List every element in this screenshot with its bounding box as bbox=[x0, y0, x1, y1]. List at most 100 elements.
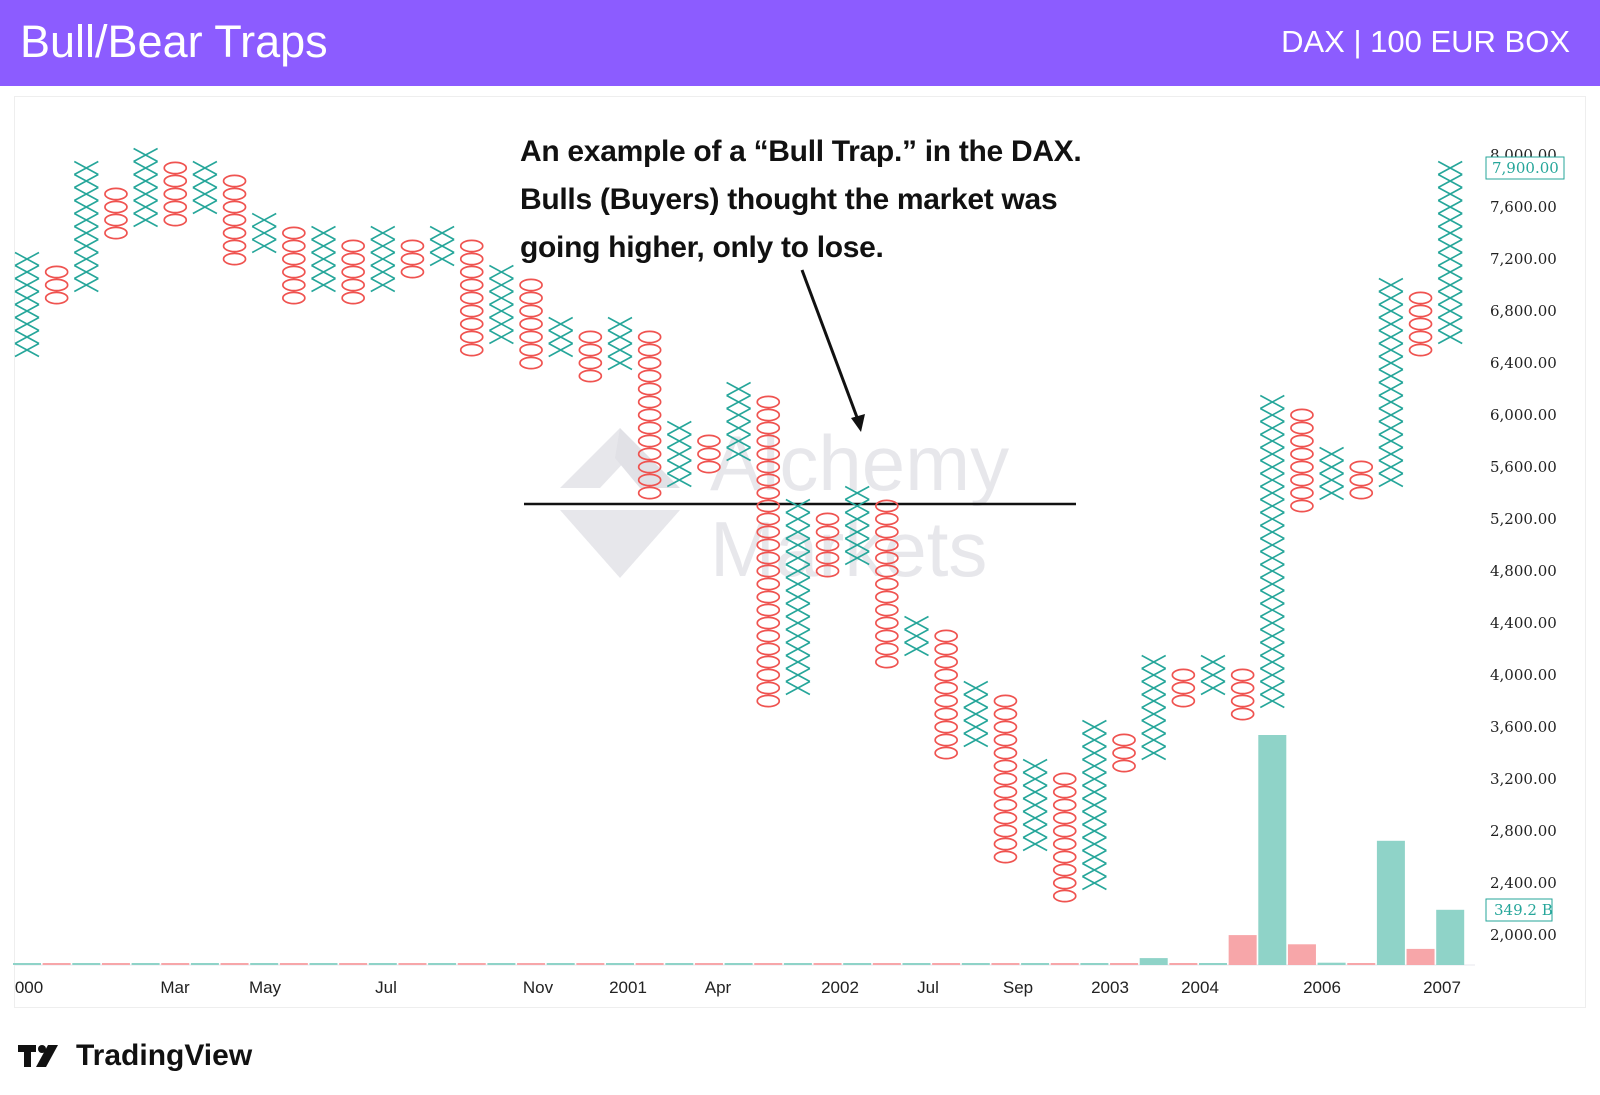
o-box bbox=[756, 642, 781, 656]
x-box bbox=[311, 277, 336, 293]
x-box bbox=[726, 446, 751, 462]
o-column bbox=[993, 694, 1018, 864]
x-box bbox=[1378, 303, 1404, 319]
x-box bbox=[1141, 667, 1167, 683]
o-box bbox=[1052, 850, 1077, 864]
volume-bar bbox=[309, 963, 338, 965]
o-box bbox=[282, 252, 306, 266]
x-box bbox=[1378, 316, 1404, 332]
x-box bbox=[1141, 680, 1167, 696]
o-box bbox=[1408, 317, 1433, 331]
x-box bbox=[1259, 394, 1285, 410]
o-box bbox=[993, 798, 1018, 812]
y-tick-label: 2,400.00 bbox=[1490, 874, 1557, 892]
x-column bbox=[726, 381, 751, 462]
o-box bbox=[459, 330, 484, 344]
x-box bbox=[1319, 485, 1344, 501]
pf-columns bbox=[14, 147, 1463, 903]
volume-bar bbox=[902, 963, 931, 965]
last-price-label: 7,900.00 bbox=[1492, 159, 1559, 177]
x-box bbox=[1378, 420, 1404, 436]
o-box bbox=[1052, 798, 1077, 812]
o-box bbox=[104, 213, 128, 227]
x-box bbox=[726, 433, 751, 449]
o-box bbox=[1290, 486, 1314, 500]
volume-bar bbox=[101, 963, 130, 965]
o-box bbox=[934, 629, 959, 643]
o-box bbox=[934, 746, 959, 760]
volume-bar bbox=[161, 963, 190, 965]
x-box bbox=[726, 381, 751, 397]
o-box bbox=[874, 590, 899, 604]
volume-value-label: 349.2 B bbox=[1494, 901, 1553, 919]
o-box bbox=[282, 226, 306, 240]
x-box bbox=[607, 316, 633, 332]
annotation-line: going higher, only to lose. bbox=[520, 231, 884, 264]
volume-bar bbox=[1258, 735, 1287, 965]
o-box bbox=[1290, 421, 1314, 435]
x-box bbox=[1022, 758, 1048, 774]
x-box bbox=[904, 628, 929, 644]
o-box bbox=[1230, 694, 1255, 708]
o-box bbox=[1052, 785, 1077, 799]
chart-annotation: An example of a “Bull Trap.” in the DAX.… bbox=[520, 128, 1100, 272]
o-box bbox=[815, 538, 840, 552]
y-tick-label: 6,800.00 bbox=[1490, 302, 1557, 320]
x-box bbox=[133, 186, 158, 202]
x-box bbox=[73, 277, 99, 293]
x-box bbox=[785, 628, 811, 644]
o-box bbox=[519, 317, 543, 331]
tradingview-logo[interactable]: TradingView bbox=[18, 1036, 252, 1076]
x-box bbox=[370, 238, 396, 254]
o-box bbox=[874, 564, 899, 578]
x-box bbox=[14, 290, 40, 306]
volume-value-box bbox=[1485, 898, 1553, 922]
x-box bbox=[1141, 654, 1167, 670]
o-box bbox=[1408, 291, 1433, 305]
x-box bbox=[726, 394, 751, 410]
x-box bbox=[607, 355, 633, 371]
x-box bbox=[1082, 823, 1107, 839]
x-box bbox=[133, 147, 158, 163]
annotation-line: Bulls (Buyers) thought the market was bbox=[520, 183, 1058, 216]
o-box bbox=[637, 473, 662, 487]
x-box bbox=[1022, 810, 1048, 826]
x-box bbox=[251, 225, 277, 241]
o-box bbox=[874, 603, 899, 617]
o-box bbox=[163, 161, 188, 175]
o-box bbox=[1171, 668, 1196, 682]
o-box bbox=[934, 642, 959, 656]
x-box bbox=[963, 680, 989, 696]
o-box bbox=[756, 486, 781, 500]
o-box bbox=[874, 655, 899, 669]
y-tick-label: 7,200.00 bbox=[1490, 250, 1557, 268]
x-column bbox=[1259, 394, 1285, 709]
x-box bbox=[1378, 407, 1404, 423]
x-tick-label: Jul bbox=[917, 978, 939, 997]
x-column bbox=[251, 212, 277, 254]
x-box bbox=[1022, 771, 1048, 787]
o-box bbox=[282, 278, 306, 292]
x-box bbox=[1319, 446, 1344, 462]
volume-bar bbox=[42, 963, 71, 965]
x-column bbox=[429, 225, 455, 267]
x-box bbox=[73, 238, 99, 254]
volume-bar bbox=[546, 963, 575, 965]
o-box bbox=[756, 460, 781, 474]
x-column bbox=[548, 316, 574, 358]
x-box bbox=[1259, 446, 1285, 462]
o-box bbox=[1230, 707, 1255, 721]
x-box bbox=[785, 537, 811, 553]
o-box bbox=[1052, 811, 1077, 825]
o-box bbox=[756, 512, 781, 526]
x-box bbox=[548, 316, 574, 332]
o-box bbox=[1052, 876, 1077, 890]
x-box bbox=[548, 329, 574, 345]
o-box bbox=[1112, 733, 1136, 747]
volume-bar bbox=[457, 963, 486, 965]
x-box bbox=[192, 160, 218, 176]
x-box bbox=[1437, 290, 1463, 306]
o-box bbox=[756, 655, 781, 669]
x-box bbox=[1437, 160, 1463, 176]
